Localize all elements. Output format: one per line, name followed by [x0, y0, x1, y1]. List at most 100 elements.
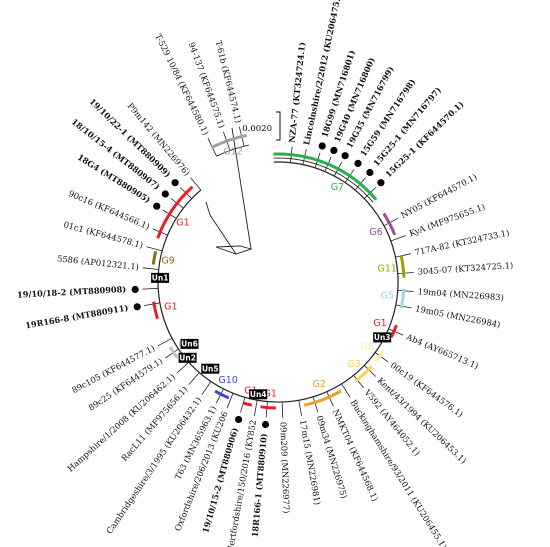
clade-bar [214, 389, 230, 400]
unassigned-badge [201, 363, 220, 374]
clade-bar [389, 324, 398, 338]
unassigned-badge [180, 338, 199, 349]
tip-branch [165, 348, 179, 359]
tip-branch [201, 381, 212, 395]
study-sample-dot [161, 190, 169, 198]
tip-branch [298, 400, 302, 416]
tip-branch [395, 304, 412, 309]
tip-branch [353, 375, 364, 388]
study-sample-dot [153, 202, 161, 210]
clade-bar [354, 365, 373, 383]
tip-branch [142, 267, 159, 270]
tip-branch [144, 302, 160, 306]
tip-branch [312, 396, 319, 413]
clade-label: G9 [161, 256, 174, 267]
tip-label: 19R166-8 (MT880911) [25, 302, 130, 330]
clade-label: G1 [176, 218, 189, 229]
clade-bar [151, 251, 158, 265]
unassigned-badge [151, 272, 170, 283]
clade-label: G7 [331, 182, 344, 193]
study-sample-dot [341, 152, 349, 160]
clade-bar [273, 152, 378, 201]
study-sample-markers [131, 142, 385, 429]
clade-bar [152, 301, 159, 320]
study-sample-dot [330, 146, 338, 154]
study-sample-dot [133, 303, 141, 311]
tip-label: 19/10/18-2 (MT880908) [17, 284, 127, 300]
tip-branch [188, 372, 200, 385]
backbone-arc [157, 161, 399, 403]
clade-bar [260, 405, 276, 410]
tip-label: 3045-07 (KT324725.1) [417, 260, 513, 277]
clade-bar [399, 255, 406, 278]
tip-branch [240, 397, 246, 413]
tip-label: 09m209 (MN226977) [278, 422, 291, 514]
tip-label: 5586 (AP012321.1) [57, 253, 140, 272]
g7-arc [273, 157, 374, 203]
tip-branch [146, 246, 163, 252]
clade-bar [156, 185, 194, 239]
unassigned-label: Un1 [152, 274, 169, 283]
study-sample-dot [377, 179, 385, 187]
tip-branch [397, 290, 414, 292]
tip-branch [142, 287, 159, 290]
unassigned-badge [178, 352, 197, 363]
clade-label: G6 [369, 227, 382, 238]
clade-label: G2 [312, 379, 325, 390]
unassigned-label: Un4 [250, 390, 267, 399]
tip-labels: NZA-77 (KT324724.1)Lincolnshire/2/2012 (… [17, 0, 514, 547]
unassigned-label: Un5 [202, 365, 219, 374]
unassigned-label: Un2 [179, 354, 196, 363]
g12-long-branch [231, 127, 252, 250]
unassigned-label: Un3 [374, 333, 391, 342]
tip-branch [364, 365, 377, 377]
clade-label: G10 [218, 375, 237, 386]
study-sample-dot [261, 420, 270, 429]
clade-label: G5 [380, 290, 393, 301]
study-sample-dot [354, 159, 362, 167]
clade-label: G12 [223, 147, 242, 158]
study-sample-dot [171, 179, 179, 187]
tip-branch [226, 393, 234, 409]
clade-label: G8 [360, 342, 373, 353]
clade-bar [242, 401, 253, 407]
tip-branch [157, 337, 173, 347]
unassigned-badge [373, 332, 392, 343]
clade-label: G3 [348, 359, 361, 370]
unassigned-label: Un6 [181, 340, 198, 349]
tip-label: Ab4 (AY665713.1) [404, 331, 480, 371]
tip-branch [281, 401, 284, 418]
clade-label: G1 [164, 302, 177, 313]
clade-bar [382, 212, 397, 236]
clade-bar [211, 133, 248, 149]
tip-label: 17m15 (MN226981) [298, 419, 323, 506]
tip-label: 00c19 (KF644576.1) [389, 360, 465, 419]
unassigned-nodes: Un1 Un2 Un3 Un4 Un5 Un6 [151, 272, 392, 400]
clade-label: G1 [373, 318, 386, 329]
tip-branch [190, 177, 202, 191]
clade-label: G1 [263, 389, 276, 400]
tip-branch [388, 328, 404, 336]
study-sample-dot [318, 142, 326, 150]
study-sample-dot [131, 285, 139, 294]
clade-bar [303, 389, 342, 407]
tip-branch [265, 401, 268, 418]
clade-bar [399, 288, 406, 309]
tip-label: 19m04 (MN226983) [417, 286, 504, 302]
scale-bar: 0.0020 [242, 111, 281, 141]
tip-branch [176, 362, 190, 374]
study-sample-dot [235, 415, 243, 424]
tip-branch [326, 391, 334, 407]
tip-branch [374, 352, 389, 363]
unassigned-badge [249, 389, 268, 400]
tip-branch [383, 217, 399, 227]
clade-label: G11 [377, 264, 396, 275]
tip-branch [215, 388, 224, 404]
clade-bar [168, 346, 179, 359]
tip-branch [254, 400, 258, 416]
tip-branch [397, 272, 414, 274]
scale-bar-line [276, 111, 281, 141]
tip-branch [390, 235, 406, 242]
